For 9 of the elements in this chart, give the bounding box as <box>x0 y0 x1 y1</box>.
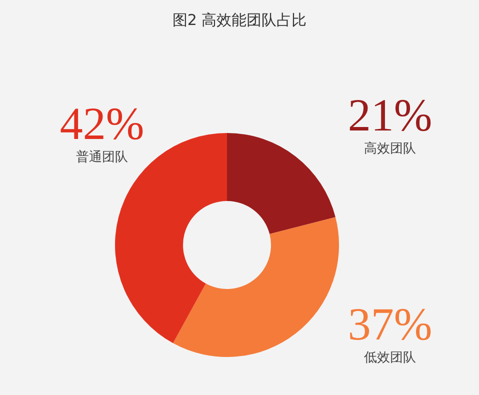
data-label: 37% <box>348 298 432 350</box>
slice-label: 普通团队 <box>76 149 128 166</box>
slice-label: 低效团队 <box>364 350 416 366</box>
donut-slice <box>227 133 336 234</box>
data-label: 21% <box>348 90 432 141</box>
slice-label: 高效团队 <box>364 140 416 157</box>
donut-slice <box>173 217 339 357</box>
data-label: 42% <box>60 98 144 150</box>
chart-title: 图2 高效能团队占比 <box>172 11 307 29</box>
